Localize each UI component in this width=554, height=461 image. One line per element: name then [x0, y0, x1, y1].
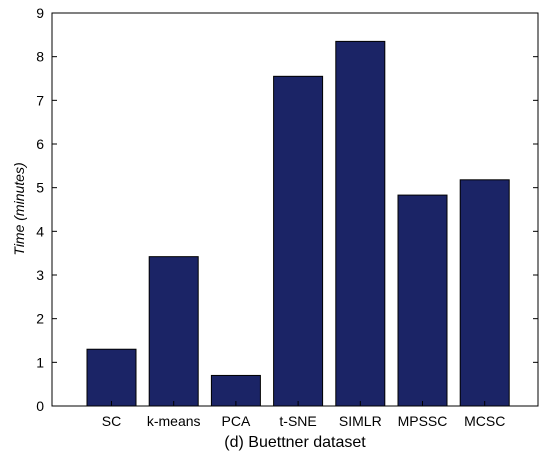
- y-tick-label: 7: [36, 92, 44, 108]
- bar-mcsc: [460, 180, 509, 406]
- bar-k-means: [149, 257, 198, 406]
- x-axis-categories: SC k-means PCA t-SNE SIMLR MPSSC MCSC: [102, 413, 506, 429]
- y-tick-label: 5: [36, 180, 44, 196]
- y-tick-label: 0: [36, 398, 44, 414]
- y-tick-label: 2: [36, 311, 44, 327]
- y-tick-label: 6: [36, 136, 44, 152]
- bar-simlr: [336, 41, 385, 406]
- x-category-label: SIMLR: [339, 413, 382, 429]
- y-tick-label: 9: [36, 5, 44, 21]
- bar-mpssc: [398, 195, 447, 406]
- y-tick-label: 4: [36, 223, 44, 239]
- x-category-label: k-means: [147, 413, 201, 429]
- y-tick-label: 1: [36, 354, 44, 370]
- x-category-label: PCA: [222, 413, 251, 429]
- x-category-label: SC: [102, 413, 121, 429]
- y-axis-title: Time (minutes): [11, 162, 27, 255]
- y-tick-label: 8: [36, 49, 44, 65]
- y-tick-label: 3: [36, 267, 44, 283]
- x-category-label: MCSC: [464, 413, 505, 429]
- bar-t-sne: [274, 76, 323, 406]
- bars: [87, 41, 509, 406]
- chart-caption: (d) Buettner dataset: [224, 434, 366, 451]
- x-category-label: t-SNE: [279, 413, 316, 429]
- x-category-label: MPSSC: [398, 413, 448, 429]
- bar-sc: [87, 349, 136, 406]
